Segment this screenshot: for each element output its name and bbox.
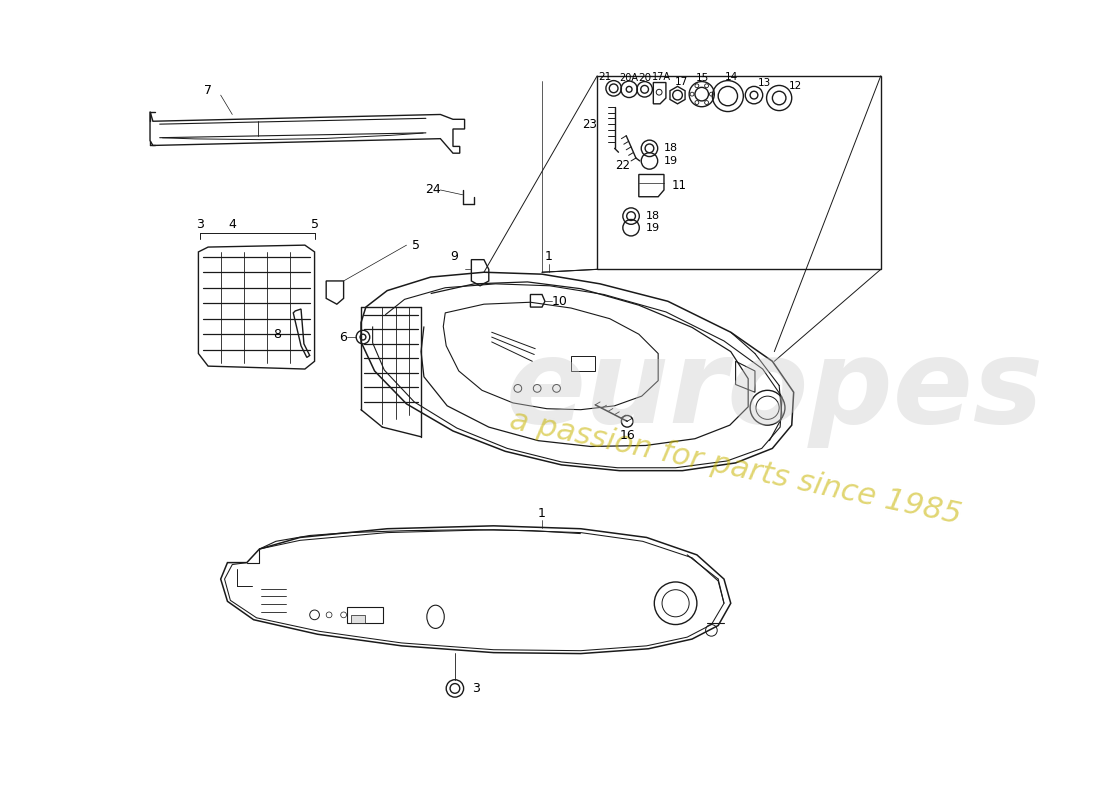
Text: 17A: 17A bbox=[651, 72, 671, 82]
Text: 9: 9 bbox=[450, 250, 458, 263]
Text: europes: europes bbox=[505, 333, 1044, 448]
Text: 7: 7 bbox=[205, 84, 212, 97]
Text: 8: 8 bbox=[273, 328, 280, 341]
Text: 22: 22 bbox=[615, 159, 630, 172]
Text: 6: 6 bbox=[339, 330, 346, 343]
Polygon shape bbox=[351, 615, 365, 622]
Text: 17: 17 bbox=[674, 77, 688, 86]
Text: 10: 10 bbox=[552, 294, 568, 308]
Text: 4: 4 bbox=[229, 218, 236, 231]
Text: 1: 1 bbox=[544, 250, 552, 263]
Text: 18: 18 bbox=[646, 211, 660, 221]
Text: 20A: 20A bbox=[619, 73, 639, 82]
Text: 3: 3 bbox=[197, 218, 205, 231]
Text: 19: 19 bbox=[664, 156, 678, 166]
Text: 20: 20 bbox=[638, 73, 651, 82]
Text: 1: 1 bbox=[538, 506, 546, 520]
Text: 12: 12 bbox=[789, 82, 802, 91]
Text: 19: 19 bbox=[646, 222, 660, 233]
Text: 23: 23 bbox=[582, 118, 597, 130]
Text: 15: 15 bbox=[696, 73, 710, 82]
Text: 18: 18 bbox=[664, 143, 678, 154]
Text: 24: 24 bbox=[425, 183, 440, 197]
Text: 3: 3 bbox=[472, 682, 481, 695]
Text: a passion for parts since 1985: a passion for parts since 1985 bbox=[507, 406, 964, 530]
Text: 13: 13 bbox=[758, 78, 771, 89]
Text: 16: 16 bbox=[619, 430, 635, 442]
Text: 5: 5 bbox=[412, 238, 420, 252]
Text: 21: 21 bbox=[598, 72, 612, 82]
Text: 14: 14 bbox=[725, 72, 738, 82]
Text: 11: 11 bbox=[672, 178, 686, 192]
Text: 5: 5 bbox=[310, 218, 319, 231]
